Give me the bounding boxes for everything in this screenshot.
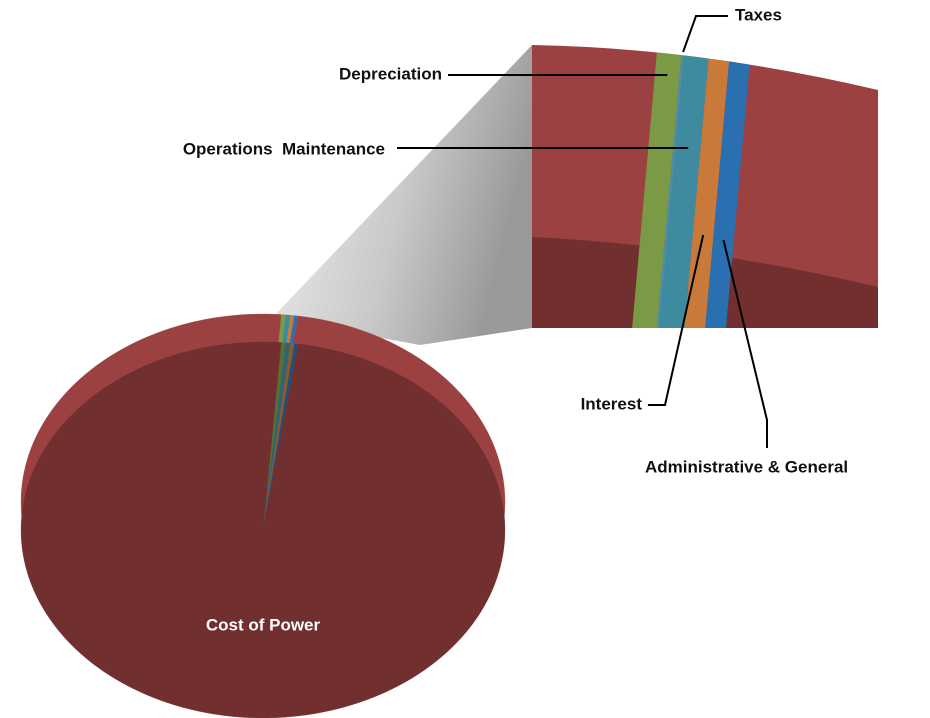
pie-slice <box>20 341 506 718</box>
leader-line <box>648 234 705 406</box>
zoom-slice <box>659 45 711 328</box>
labels: Depreciation Taxes Operations Maintenance I… <box>183 5 848 634</box>
zoom-slice <box>705 45 752 328</box>
leader-line <box>682 15 728 53</box>
slice-label: Depreciation <box>339 64 442 83</box>
slice-label: Taxes <box>735 5 782 24</box>
zoom-slice <box>656 45 686 328</box>
slice-label: Cost of Power <box>206 615 321 634</box>
leader-line <box>722 239 768 448</box>
zoom-slice <box>684 45 732 328</box>
slice-label: Interest <box>581 394 643 413</box>
pie <box>20 313 506 718</box>
slice-label: Operations Maintenance <box>183 139 385 158</box>
slice-label: Administrative & General <box>645 457 848 476</box>
zoom-slice <box>632 45 683 328</box>
zoom-beam <box>272 45 532 345</box>
zoom-view <box>532 45 878 328</box>
